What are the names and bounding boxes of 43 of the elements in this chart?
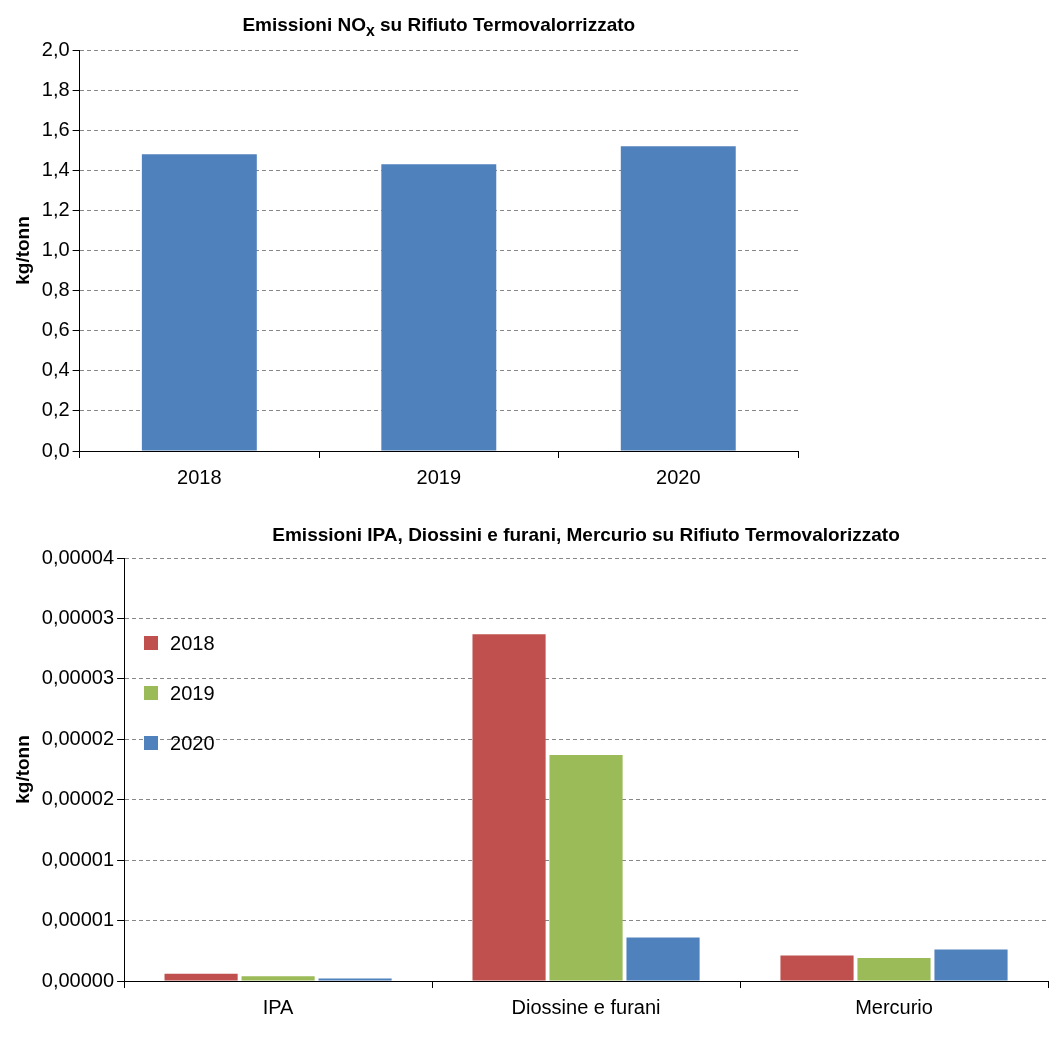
x-tick-label: IPA <box>262 995 295 1018</box>
legend-label: 2019 <box>170 681 215 705</box>
legend-label: 2018 <box>170 631 215 655</box>
x-tick-label: Diossine e furani <box>511 995 661 1018</box>
bar <box>164 973 238 981</box>
y-tick-label: 1,0 <box>41 238 70 261</box>
chart-title: Emissioni IPA, Diossini e furani, Mercurio su Rifiuto Termovalorizzato <box>271 524 901 546</box>
x-tick-label: 2020 <box>656 465 701 488</box>
y-axis-title: kg/tonn <box>11 216 33 285</box>
y-tick-label: 0,00003 <box>41 666 115 689</box>
y-tick-label: 0,00000 <box>41 968 115 991</box>
y-tick-label: 0,2 <box>41 398 70 421</box>
y-tick-label: 0,00004 <box>41 545 115 568</box>
y-tick-label: 1,4 <box>41 157 70 180</box>
y-tick-label: 0,00001 <box>41 908 115 931</box>
bar <box>934 949 1008 981</box>
bar <box>472 634 546 981</box>
bar <box>620 146 736 451</box>
y-tick-label: 0,00002 <box>41 726 115 749</box>
bar <box>626 937 700 981</box>
bar <box>141 154 257 451</box>
chart-title: Emissioni NO$_{x}$ su Rifiuto Termovalorrizzato <box>241 14 637 40</box>
bar <box>241 976 315 981</box>
y-tick-label: 1,6 <box>41 117 70 140</box>
y-tick-label: 1,8 <box>41 77 70 100</box>
bar <box>857 958 931 981</box>
y-tick-label: 2,0 <box>41 37 70 60</box>
y-tick-label: 0,0 <box>41 438 70 461</box>
x-tick-label: 2019 <box>416 465 462 488</box>
y-tick-label: 0,00003 <box>41 605 115 628</box>
y-tick-label: 0,00002 <box>41 787 115 810</box>
y-tick-label: 0,6 <box>41 318 70 341</box>
y-tick-label: 0,00001 <box>41 847 115 870</box>
x-tick-label: 2018 <box>177 465 222 488</box>
legend-label: 2020 <box>170 731 215 755</box>
bar <box>780 955 854 981</box>
y-tick-label: 1,2 <box>41 197 70 220</box>
bar <box>381 164 497 451</box>
y-tick-label: 0,8 <box>41 278 70 301</box>
x-tick-label: Mercurio <box>855 995 933 1018</box>
bar <box>549 755 623 981</box>
y-tick-label: 0,4 <box>41 358 70 381</box>
y-axis-title: kg/tonn <box>11 735 33 804</box>
